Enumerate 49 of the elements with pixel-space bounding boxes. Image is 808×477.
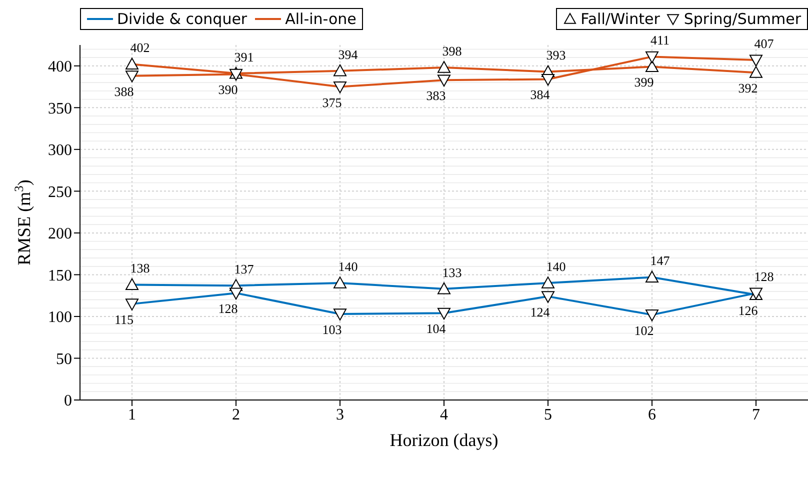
data-label: 102 xyxy=(634,322,654,338)
y-tick-label: 300 xyxy=(48,142,72,160)
data-label: 115 xyxy=(114,312,134,327)
legend-label: All-in-one xyxy=(285,10,356,28)
data-label: 103 xyxy=(322,322,342,337)
x-tick-label: 7 xyxy=(752,406,760,424)
data-label: 388 xyxy=(114,84,134,99)
data-label: 391 xyxy=(234,49,254,64)
data-label: 128 xyxy=(218,301,238,316)
data-label: 390 xyxy=(218,82,238,98)
data-label: 411 xyxy=(650,32,670,48)
y-tick-label: 250 xyxy=(48,184,72,201)
x-axis-title: Horizon (days) xyxy=(390,430,498,450)
x-tick-label: 4 xyxy=(440,406,448,424)
data-label: 133 xyxy=(442,264,462,280)
x-tick-label: 3 xyxy=(336,406,344,424)
data-label: 137 xyxy=(234,262,254,277)
x-tick-label: 6 xyxy=(648,406,656,424)
data-label: 375 xyxy=(322,94,342,110)
data-label: 407 xyxy=(754,36,774,52)
y-tick-label: 350 xyxy=(48,100,72,118)
y-tick-label: 0 xyxy=(64,392,72,410)
data-label: 394 xyxy=(338,46,358,62)
legend-label: Divide & conquer xyxy=(117,10,248,28)
data-label: 383 xyxy=(426,88,446,104)
y-tick-label: 200 xyxy=(48,226,72,243)
data-label: 138 xyxy=(130,260,150,276)
data-label: 140 xyxy=(546,259,566,274)
data-label: 126 xyxy=(738,302,758,318)
data-label: 398 xyxy=(442,44,462,59)
x-tick-label: 5 xyxy=(544,406,552,424)
data-label: 124 xyxy=(530,304,550,320)
data-label: 384 xyxy=(530,87,550,102)
y-tick-label: 100 xyxy=(48,309,72,326)
y-tick-label: 150 xyxy=(48,267,72,284)
text: Spring/Summer xyxy=(684,10,801,28)
data-label: 392 xyxy=(738,80,758,96)
data-label: 104 xyxy=(426,321,446,336)
x-tick-label: 2 xyxy=(232,406,240,424)
x-tick-label: 1 xyxy=(128,406,136,424)
data-label: 399 xyxy=(634,74,654,90)
data-label: 147 xyxy=(650,253,670,268)
data-label: 128 xyxy=(754,269,774,284)
text: Fall/Winter xyxy=(580,10,660,28)
y-tick-label: 400 xyxy=(48,58,72,76)
data-label: 402 xyxy=(130,40,150,56)
data-label: 393 xyxy=(546,48,566,63)
data-label: 140 xyxy=(338,259,358,274)
y-tick-label: 50 xyxy=(56,350,72,368)
